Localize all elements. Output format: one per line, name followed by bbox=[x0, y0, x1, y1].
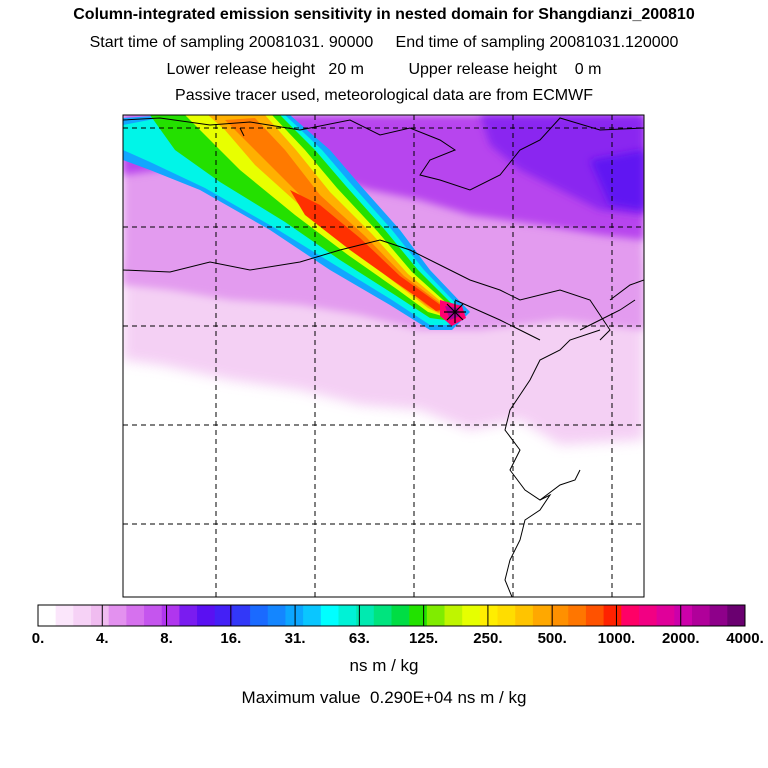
colorbar-cell bbox=[515, 605, 534, 626]
colorbar-tick-label: 1000. bbox=[597, 630, 636, 647]
colorbar-tick-label: 31. bbox=[284, 630, 306, 647]
colorbar-frame bbox=[37, 604, 746, 627]
plume-red bbox=[290, 190, 446, 311]
colorbar-cell bbox=[338, 605, 357, 626]
colorbar-cell bbox=[691, 605, 711, 626]
colorbar-cell bbox=[144, 605, 163, 626]
colorbar-cell bbox=[444, 605, 463, 626]
colorbar-tick-label: 0. bbox=[31, 630, 45, 647]
colorbar-cell bbox=[409, 605, 428, 626]
colorbar-cell bbox=[73, 605, 92, 626]
sampling-time-line: Start time of sampling 20081031. 90000 E… bbox=[89, 34, 679, 51]
maximum-value-text: Maximum value 0.290E+04 ns m / kg bbox=[241, 688, 527, 707]
colorbar-cell bbox=[550, 605, 569, 626]
colorbar-tick-label: 16. bbox=[220, 630, 242, 647]
colorbar-cell bbox=[285, 605, 304, 626]
map-gridlines bbox=[123, 115, 644, 597]
tracer-info-line: Passive tracer used, meteorological data… bbox=[175, 87, 593, 104]
colorbar-tick-label: 500. bbox=[537, 630, 567, 647]
colorbar-cell bbox=[568, 605, 587, 626]
colorbar-cell bbox=[638, 605, 658, 626]
deep-violet-patch bbox=[590, 150, 644, 210]
receptor-marker bbox=[444, 301, 466, 323]
colorbar-tick-label: 250. bbox=[473, 630, 503, 647]
colorbar-cell bbox=[179, 605, 198, 626]
colorbar-cell bbox=[126, 605, 145, 626]
colorbar-cell bbox=[532, 605, 552, 626]
colorbar-cell bbox=[232, 605, 251, 626]
chart-title: Column-integrated emission sensitivity i… bbox=[73, 6, 695, 23]
colorbar-tick-label: 63. bbox=[348, 630, 370, 647]
colorbar-cell bbox=[462, 605, 481, 626]
release-height-line: Lower release height 20 m Upper release … bbox=[166, 61, 602, 78]
colorbar-cell bbox=[674, 605, 693, 626]
colorbar-tick-label: 4. bbox=[96, 630, 109, 647]
colorbar-cell bbox=[250, 605, 269, 626]
plume-dark-orange bbox=[225, 118, 448, 312]
colorbar-cells bbox=[38, 605, 746, 626]
colorbar-cell bbox=[709, 605, 728, 626]
colorbar-cell bbox=[356, 605, 375, 626]
colorbar-cell bbox=[55, 605, 74, 626]
colorbar-cell bbox=[656, 605, 675, 626]
colorbar bbox=[37, 604, 746, 627]
sensitivity-field bbox=[123, 115, 644, 597]
plume-peak bbox=[445, 306, 460, 320]
colorbar-cell bbox=[161, 605, 180, 626]
colorbar-cell bbox=[727, 605, 746, 626]
colorbar-tick-label: 125. bbox=[409, 630, 439, 647]
colorbar-cell bbox=[38, 605, 57, 626]
colorbar-cell bbox=[214, 605, 233, 626]
colorbar-cell bbox=[621, 605, 640, 626]
colorbar-cell bbox=[497, 605, 516, 626]
colorbar-cell bbox=[479, 605, 499, 626]
colorbar-cell bbox=[585, 605, 605, 626]
map-plot bbox=[122, 114, 645, 598]
colorbar-units: ns m / kg bbox=[349, 656, 419, 675]
colorbar-cell bbox=[320, 605, 339, 626]
coastline-boundaries bbox=[123, 117, 644, 597]
colorbar-cell bbox=[267, 605, 286, 626]
colorbar-cell bbox=[303, 605, 322, 626]
colorbar-tick-label: 8. bbox=[160, 630, 173, 647]
colorbar-cell bbox=[91, 605, 110, 626]
colorbar-cell bbox=[108, 605, 127, 626]
map-frame bbox=[122, 114, 645, 598]
colorbar-cell bbox=[373, 605, 392, 626]
colorbar-cell bbox=[197, 605, 216, 626]
upper-right-violet-area bbox=[480, 115, 644, 215]
colorbar-tick-label: 2000. bbox=[661, 630, 700, 647]
colorbar-cell bbox=[603, 605, 622, 626]
colorbar-tick-label: 4000. bbox=[726, 630, 764, 647]
colorbar-cell bbox=[391, 605, 410, 626]
colorbar-cell bbox=[426, 605, 446, 626]
